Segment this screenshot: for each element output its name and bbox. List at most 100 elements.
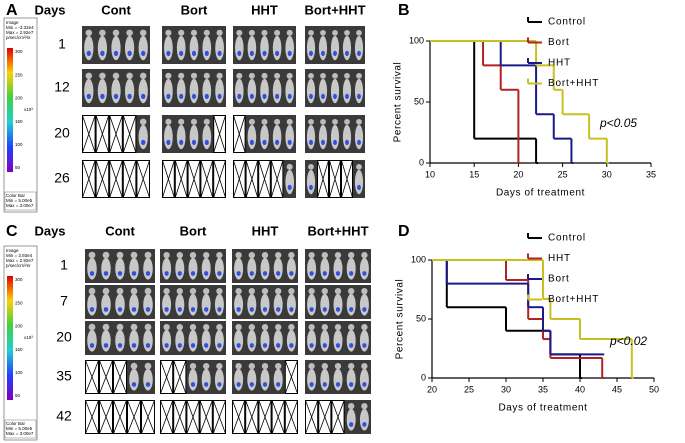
dead-cross [199, 400, 213, 434]
mouse-body [247, 257, 257, 280]
legend-label: Bort [548, 274, 570, 285]
signal [322, 271, 327, 276]
signal [131, 307, 137, 312]
x-tick-label: 25 [558, 169, 568, 179]
signal [164, 343, 169, 348]
signal [89, 307, 95, 312]
signal [262, 271, 268, 276]
signal [117, 271, 123, 276]
signal [204, 93, 209, 100]
signal [349, 307, 354, 312]
mouse-head [286, 29, 293, 36]
mouse-head [361, 323, 368, 331]
x-tick-label: 30 [501, 384, 511, 394]
day-label: 20 [54, 125, 70, 141]
dead-cross [99, 400, 113, 434]
day-label: 12 [54, 79, 70, 95]
mouse-head [320, 118, 326, 125]
dead-cross [271, 400, 285, 434]
mouse-body [286, 257, 296, 280]
mouse-head [308, 118, 314, 125]
colorbar-tick: 200 [15, 324, 23, 329]
dead-cross [141, 400, 155, 434]
mouse-body [189, 124, 199, 150]
colorbar-tick: 300 [15, 49, 23, 54]
signal [349, 343, 354, 348]
signal [204, 382, 209, 387]
mouse-body [162, 293, 172, 316]
dead-cross [233, 160, 246, 198]
signal [309, 93, 313, 100]
mouse-body [189, 78, 199, 104]
signal [322, 307, 327, 312]
mouse-body [354, 169, 364, 195]
signal [333, 50, 337, 57]
mouse-head [126, 72, 133, 80]
legend-label: Bort+HHT [548, 294, 599, 305]
dead-cross [233, 115, 246, 153]
dead-cross [305, 400, 319, 434]
signal [345, 50, 349, 57]
signal [357, 184, 361, 191]
x-tick-label: 20 [513, 169, 523, 179]
day-label: 42 [56, 408, 72, 424]
mouse-head [334, 362, 342, 370]
signal [217, 343, 222, 348]
x-tick-label: 30 [602, 169, 612, 179]
mouse-head [308, 287, 315, 295]
x-tick-label: 20 [427, 384, 437, 394]
mouse-body [234, 257, 244, 280]
signal [179, 50, 184, 57]
colorbar-tick: 250 [15, 72, 23, 77]
mouse-body [162, 329, 172, 352]
mouse-head [308, 323, 315, 331]
signal [141, 139, 146, 146]
dead-cross [258, 400, 272, 434]
day-label: 1 [58, 36, 66, 52]
signal [217, 50, 222, 57]
signal [349, 422, 354, 427]
signal [190, 343, 196, 348]
mouse-body [330, 124, 340, 150]
signal [309, 139, 313, 146]
mouse-head [176, 323, 183, 331]
mouse-head [286, 72, 293, 79]
dead-cross [109, 160, 123, 198]
group-header: Cont [101, 2, 131, 17]
legend-label: Control [548, 233, 586, 244]
mouse-body [307, 293, 317, 316]
signal [166, 139, 171, 146]
mouse-body [97, 78, 108, 104]
mouse-body [273, 329, 283, 352]
mouse-body [143, 293, 153, 316]
mouse-head [248, 287, 255, 295]
mouse-body [129, 329, 139, 352]
mouse-head [356, 163, 362, 170]
mouse-body [260, 368, 270, 391]
signal [204, 139, 209, 146]
mouse-head [235, 287, 242, 295]
signal [236, 271, 241, 276]
mouse-body [129, 368, 139, 391]
mouse-body [247, 78, 257, 104]
signal [349, 271, 354, 276]
x-axis-label: Days of treatment [498, 403, 587, 414]
mouse-head [361, 251, 368, 259]
mouse-head [344, 118, 350, 125]
signal [249, 93, 254, 100]
colorbar-info: Image [6, 248, 19, 253]
mouse-body [234, 368, 244, 391]
signal [349, 382, 354, 387]
signal [103, 307, 109, 312]
mouse-body [307, 368, 317, 391]
mouse-head [308, 163, 314, 170]
mouse-body [273, 293, 283, 316]
signal [322, 343, 327, 348]
signal [249, 307, 254, 312]
dead-cross [245, 160, 259, 198]
mouse-body [143, 329, 153, 352]
signal [103, 343, 109, 348]
mouse-head [334, 251, 342, 259]
signal [177, 271, 182, 276]
